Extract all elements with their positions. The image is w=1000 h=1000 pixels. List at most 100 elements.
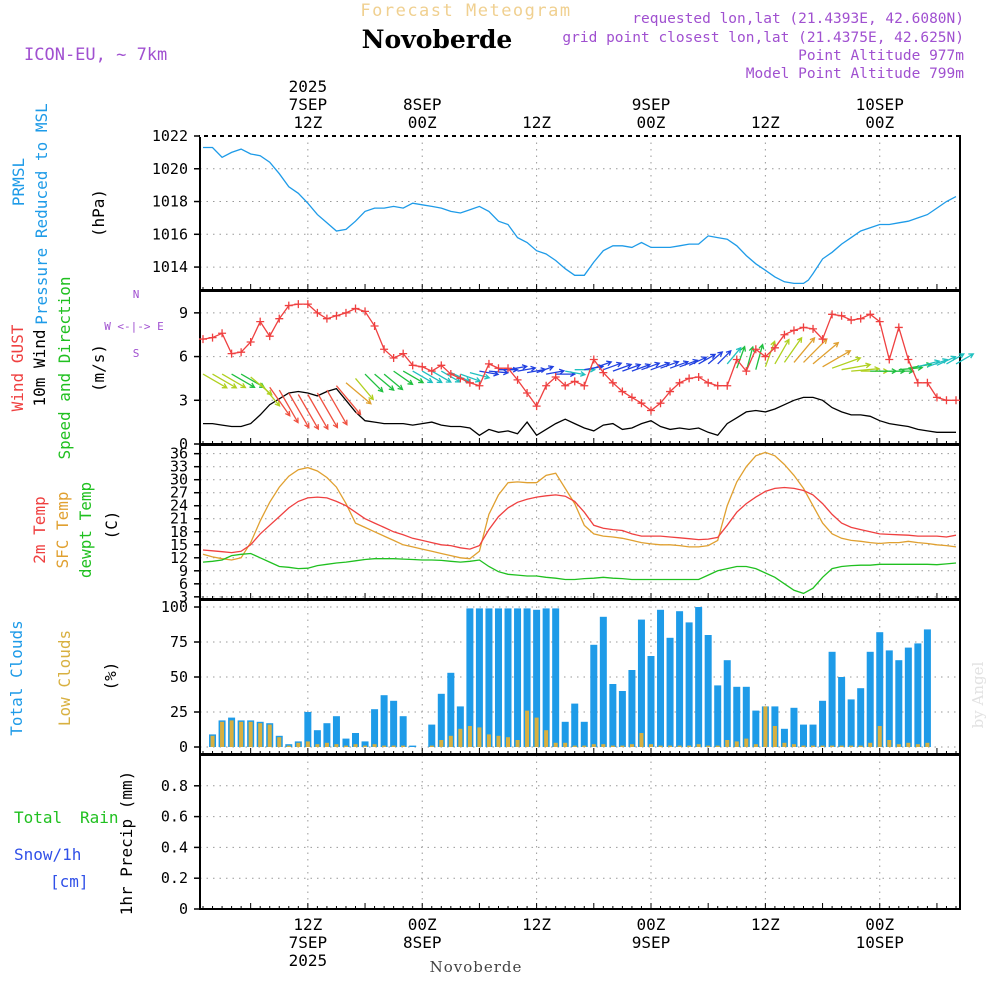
wind-gust-line-marker xyxy=(437,361,446,370)
total-cloud-bar xyxy=(409,745,417,747)
total-cloud-bar xyxy=(390,700,398,747)
low-cloud-bar xyxy=(286,745,291,747)
wind-gust-line-marker xyxy=(723,381,732,390)
wind-gust-line-marker xyxy=(475,381,484,390)
wind-direction-arrow xyxy=(288,392,310,429)
wind-gust-line-marker xyxy=(341,308,350,317)
wind-gust-line-marker xyxy=(742,367,751,376)
pressure-msl-label: Pressure Reduced to MSL xyxy=(32,103,51,325)
total-cloud-bar xyxy=(571,703,579,747)
low-cloud-bar xyxy=(305,741,310,747)
y-tick-label: 25 xyxy=(170,703,188,721)
low-cloud-bar xyxy=(267,724,272,747)
total-cloud-bar xyxy=(428,724,436,747)
clouds-unit: (%) xyxy=(101,662,120,691)
compass-west-east: W <-|-> E xyxy=(104,320,164,333)
wind-gust-line-marker xyxy=(332,311,341,320)
y-tick-label: 100 xyxy=(161,598,188,616)
total-cloud-bar xyxy=(857,688,865,747)
top-time-label: 10SEP xyxy=(856,95,904,114)
low-cloud-bar xyxy=(839,745,844,747)
top-time-label: 8SEP xyxy=(403,95,442,114)
wind-gust-line-marker xyxy=(675,378,684,387)
wind-gust-line-marker xyxy=(761,352,770,361)
wind-direction-arrow xyxy=(460,373,482,383)
wind-direction-arrow xyxy=(831,356,862,369)
y-tick-label: 27 xyxy=(170,484,188,502)
low-cloud-bar xyxy=(877,726,882,747)
low-cloud-bar xyxy=(734,741,739,747)
model-label: ICON-EU, ~ 7km xyxy=(24,45,167,65)
low-cloud-bar xyxy=(820,745,825,747)
dewpt-line xyxy=(202,552,957,595)
bottom-time-label: 2025 xyxy=(289,951,328,970)
wind-gust-line-marker xyxy=(246,338,255,346)
top-time-label: 12Z xyxy=(293,113,322,132)
wind-direction-arrow xyxy=(612,363,633,372)
wind-gust-line-marker xyxy=(837,311,846,320)
wind-gust-line-marker xyxy=(856,314,865,323)
wind-direction-arrow xyxy=(345,382,372,405)
wind-direction-arrow xyxy=(603,361,623,371)
y-tick-label: 9 xyxy=(179,562,188,580)
total-cloud-bar xyxy=(618,691,626,747)
y-tick-label: 21 xyxy=(170,510,188,528)
y-tick-label: 0 xyxy=(179,900,188,918)
low-cloud-bar xyxy=(506,737,511,747)
top-time-label: 00Z xyxy=(865,113,894,132)
total-cloud-bar xyxy=(914,643,922,747)
total-cloud-bar xyxy=(475,608,483,747)
prmsl-label: PRMSL xyxy=(9,158,28,206)
low-cloud-bar xyxy=(534,717,539,747)
wind-gust-line-marker xyxy=(942,396,951,405)
low-cloud-bar xyxy=(772,726,777,747)
wind-gust-line-marker xyxy=(666,387,675,396)
wind-10m-label: 10m Wind xyxy=(30,329,49,406)
low-cloud-bar xyxy=(544,730,549,747)
wind-gust-line-marker xyxy=(875,317,884,326)
total-cloud-bar xyxy=(323,723,331,747)
total-cloud-bar xyxy=(657,609,665,747)
plot-area: 1014101610181020102203693691215182124273… xyxy=(152,77,975,970)
bottom-time-label: 00Z xyxy=(637,915,666,934)
low-cloud-bar xyxy=(753,744,758,747)
total-cloud-bar xyxy=(866,651,874,747)
total-cloud-bar xyxy=(494,608,502,747)
wind-gust-label: Wind GUST xyxy=(8,324,27,411)
y-tick-label: 12 xyxy=(170,549,188,567)
y-tick-label: 1022 xyxy=(152,127,188,145)
wind-direction-arrow xyxy=(335,385,362,416)
wind-direction-arrow xyxy=(412,370,434,384)
wind-gust-line-marker xyxy=(227,349,236,358)
low-cloud-bar xyxy=(448,735,453,747)
low-cloud-bar xyxy=(601,744,606,747)
wind-direction-arrow xyxy=(545,368,566,375)
wind-gust-line-marker xyxy=(799,323,808,332)
total-cloud-bar xyxy=(514,608,522,747)
y-tick-label: 3 xyxy=(179,391,188,409)
wind-gust-line-marker xyxy=(303,300,312,309)
total-cloud-bar xyxy=(304,712,312,747)
wind-gust-line-marker xyxy=(504,364,513,373)
wind-gust-line-marker xyxy=(322,314,331,323)
low-cloud-bar xyxy=(791,744,796,747)
y-tick-label: 6 xyxy=(179,348,188,366)
wind-gust-line-marker xyxy=(284,301,293,310)
wind-gust-line-marker xyxy=(361,307,370,316)
total-cloud-bar xyxy=(399,716,407,747)
low-cloud-bar xyxy=(458,728,463,747)
wind-direction-arrow xyxy=(297,394,319,431)
wind-gust-line-marker xyxy=(847,316,856,325)
total-cloud-bar xyxy=(533,609,541,747)
temp-sfc-label: SFC Temp xyxy=(53,491,72,568)
y-tick-label: 15 xyxy=(170,536,188,554)
low-cloud-bar xyxy=(353,744,358,747)
wind-gust-line-marker xyxy=(618,387,627,396)
total-cloud-bar xyxy=(561,721,569,747)
wind-gust-line-marker xyxy=(694,372,703,381)
total-cloud-bar xyxy=(504,608,512,747)
low-cloud-bar xyxy=(572,745,577,747)
wind-speed-direction-label: Speed and Direction xyxy=(55,276,74,459)
wind-gust-line-marker xyxy=(370,321,379,330)
